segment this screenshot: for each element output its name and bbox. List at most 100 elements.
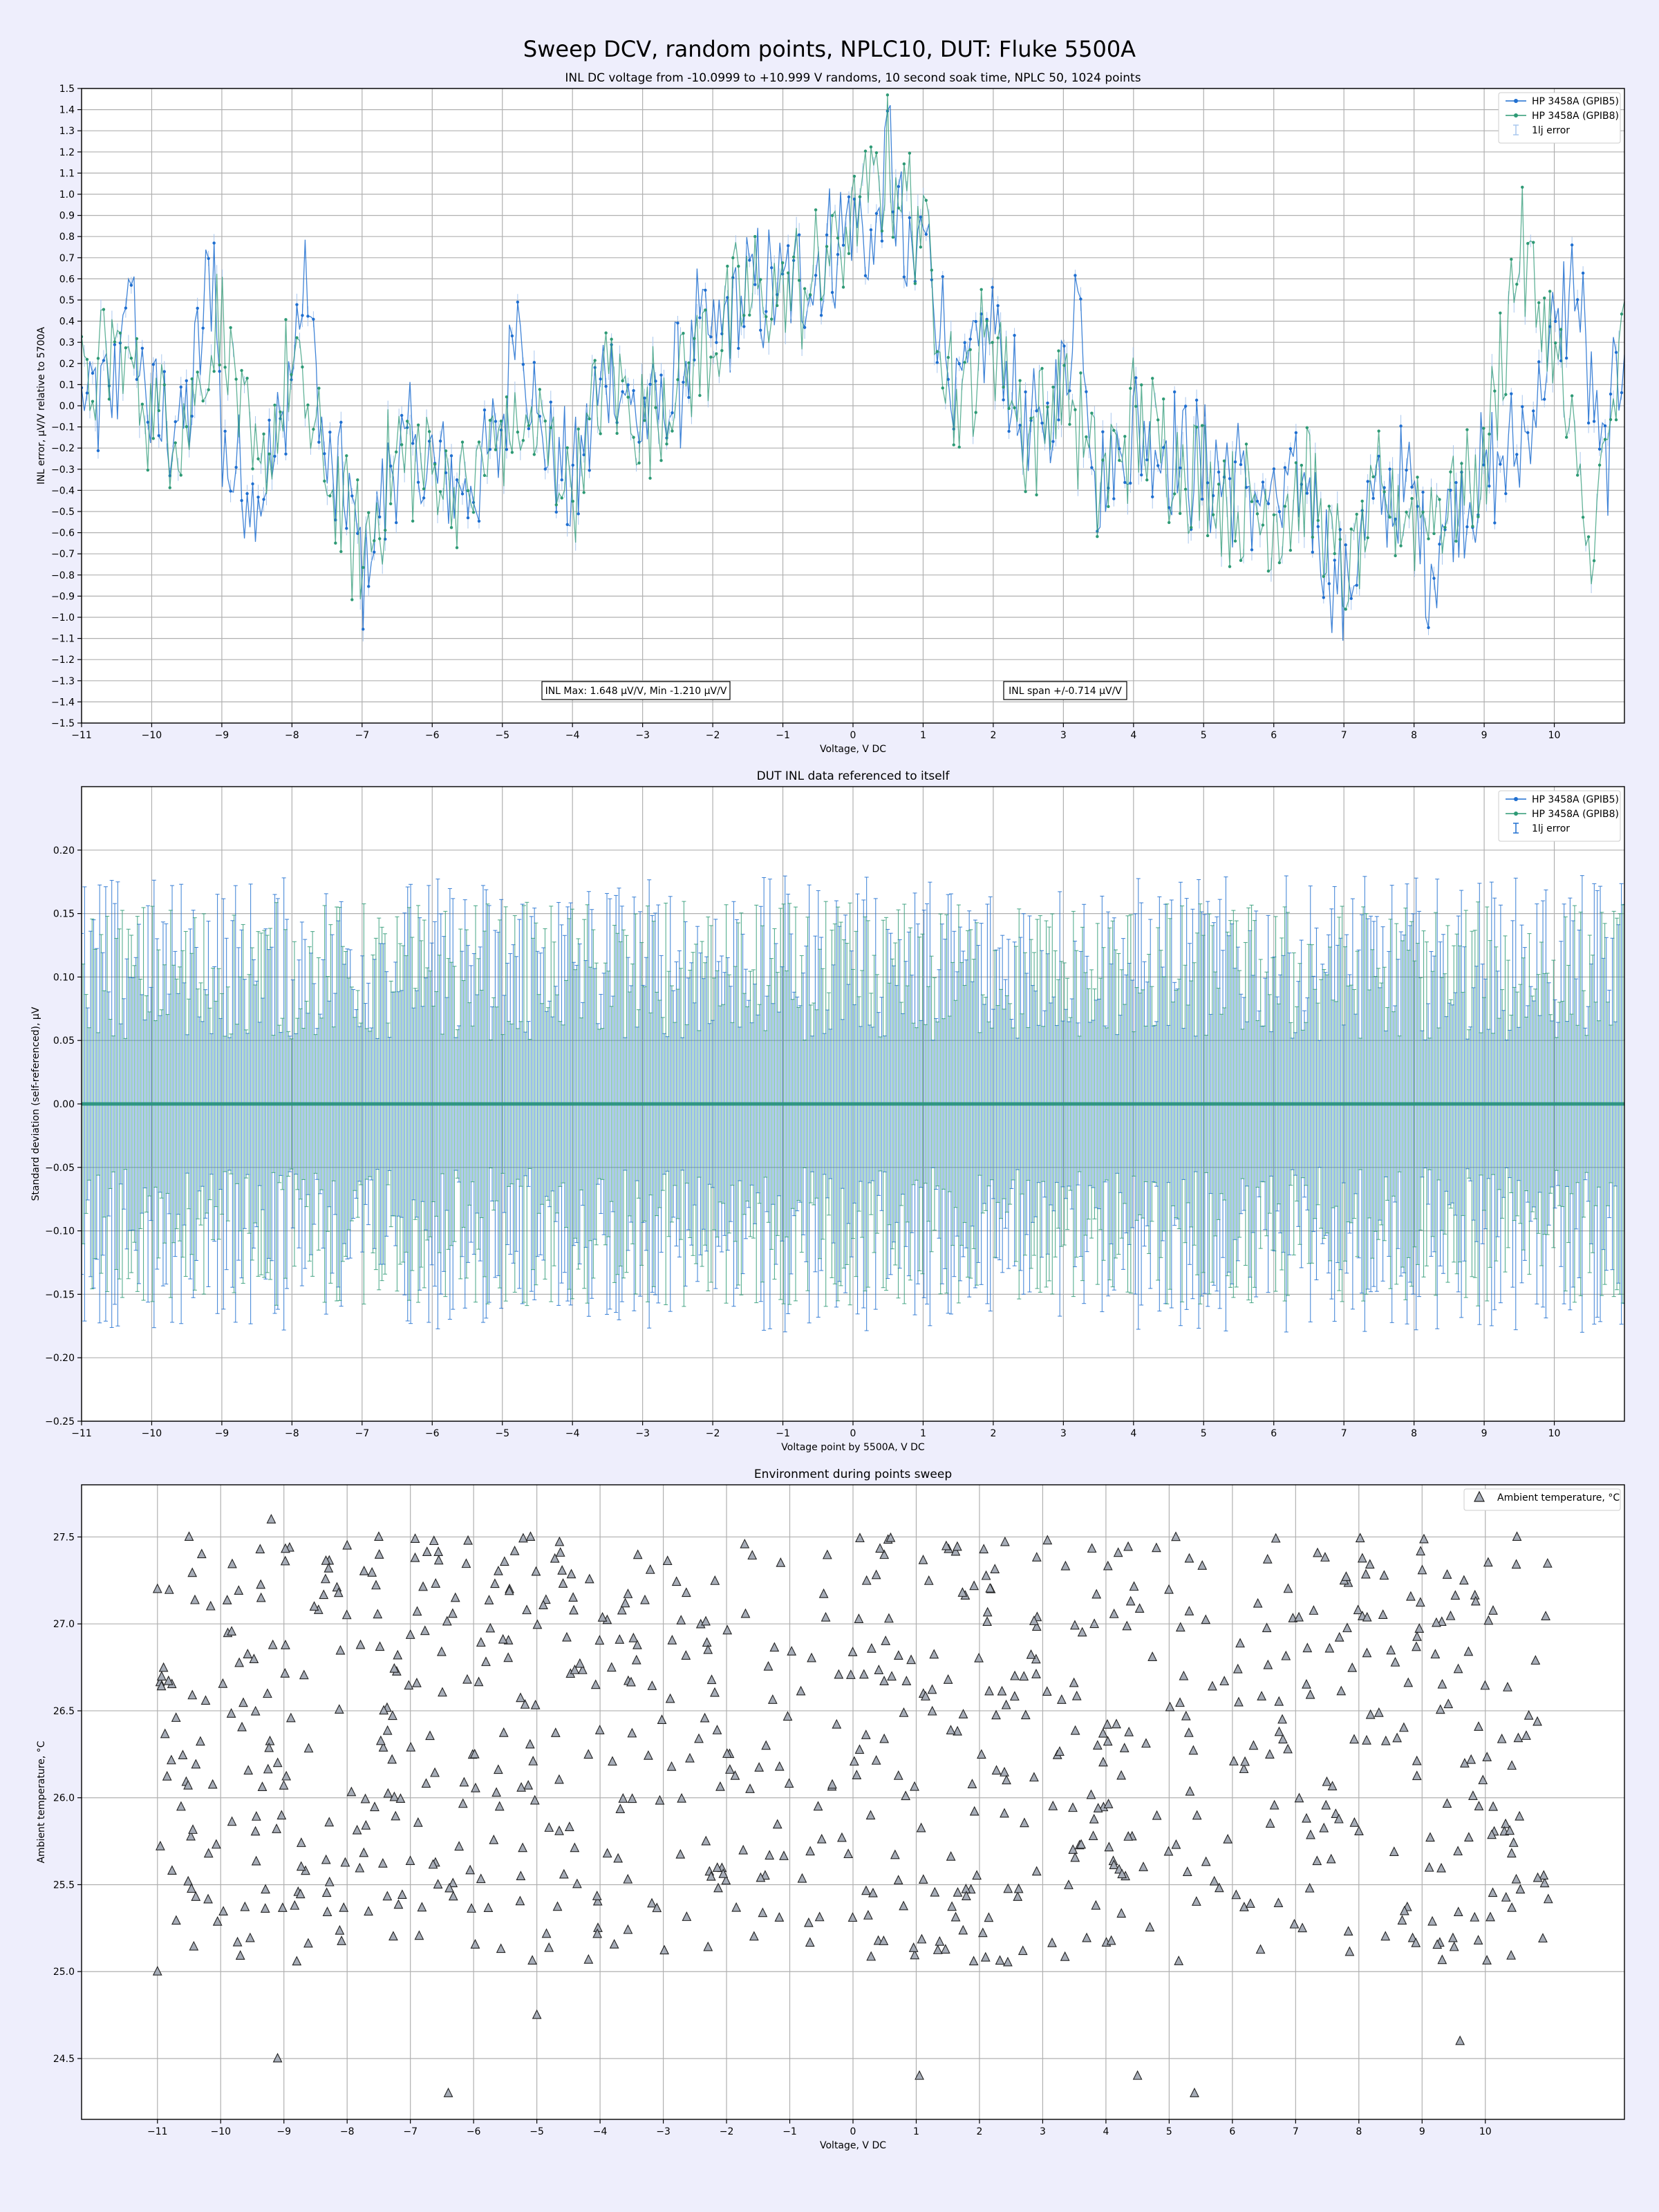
data-point xyxy=(146,420,150,424)
data-point xyxy=(186,1830,196,1841)
data-point xyxy=(1231,1889,1241,1900)
data-point xyxy=(350,494,354,498)
data-point xyxy=(290,1900,300,1910)
x-tick-label: −4 xyxy=(593,2126,608,2137)
data-point xyxy=(899,1707,909,1717)
data-point xyxy=(334,1704,344,1714)
data-point xyxy=(549,426,552,429)
data-point xyxy=(1327,582,1331,585)
plot-content xyxy=(152,1514,1553,2097)
data-point xyxy=(1504,491,1508,496)
data-point xyxy=(324,1817,335,1827)
x-tick-label: 2 xyxy=(990,1428,996,1439)
data-point xyxy=(397,1889,407,1900)
data-point xyxy=(1609,392,1613,396)
data-point xyxy=(1371,496,1375,500)
data-point xyxy=(1007,429,1011,433)
data-point xyxy=(394,450,398,454)
y-tick-label: −0.2 xyxy=(51,443,75,454)
data-point xyxy=(1355,512,1358,516)
x-tick-label: 3 xyxy=(1060,1428,1067,1439)
temperature-points xyxy=(152,1514,1553,2097)
data-point xyxy=(328,431,332,434)
data-point xyxy=(1305,1689,1315,1699)
data-point xyxy=(323,479,326,483)
data-point xyxy=(1510,392,1513,395)
data-point xyxy=(797,279,801,282)
data-point xyxy=(264,1742,274,1752)
data-point xyxy=(1294,461,1298,465)
data-point xyxy=(212,241,216,245)
data-point xyxy=(582,453,585,457)
data-point xyxy=(985,319,988,323)
data-point xyxy=(1421,510,1425,514)
data-point xyxy=(1129,481,1132,485)
x-tick-label: 0 xyxy=(850,2126,856,2137)
data-point xyxy=(1603,438,1607,441)
plot-content xyxy=(82,875,1624,1333)
data-point xyxy=(655,1794,665,1805)
data-point xyxy=(917,1933,927,1944)
data-point xyxy=(910,1949,920,1960)
data-point xyxy=(85,391,89,395)
data-point xyxy=(927,1684,937,1694)
data-point xyxy=(715,352,718,355)
data-point xyxy=(682,332,685,335)
data-point xyxy=(720,348,724,353)
x-tick-label: −7 xyxy=(355,730,369,741)
x-axis-label: Voltage, V DC xyxy=(820,744,886,755)
legend-box xyxy=(1498,790,1621,842)
data-point xyxy=(1201,1856,1211,1866)
data-point xyxy=(156,1671,167,1681)
data-point xyxy=(1581,516,1585,519)
data-point xyxy=(868,1887,878,1897)
data-point xyxy=(776,1557,786,1567)
data-point xyxy=(1537,301,1541,305)
data-point xyxy=(858,195,862,198)
y-tick-label: −0.8 xyxy=(51,570,75,581)
data-point xyxy=(885,93,890,97)
data-point xyxy=(1007,406,1011,411)
data-point xyxy=(1152,1810,1162,1820)
data-point xyxy=(1338,538,1342,541)
data-point xyxy=(1471,525,1474,528)
data-point xyxy=(968,1956,979,1966)
data-point xyxy=(632,435,635,439)
data-point xyxy=(786,244,790,247)
data-point xyxy=(490,1578,500,1588)
data-point xyxy=(588,417,591,421)
data-point xyxy=(196,306,199,310)
data-point xyxy=(162,383,166,386)
data-point xyxy=(1564,435,1568,439)
data-point xyxy=(1278,1734,1288,1744)
data-point xyxy=(577,512,580,516)
data-point xyxy=(296,1837,306,1847)
data-point xyxy=(527,424,531,427)
data-point xyxy=(753,234,757,238)
data-point xyxy=(532,361,536,364)
data-point xyxy=(874,1665,884,1674)
data-point xyxy=(687,361,691,365)
data-point xyxy=(1001,1699,1011,1709)
data-point xyxy=(974,411,977,414)
data-point xyxy=(791,255,796,259)
data-point xyxy=(1046,405,1049,409)
data-point xyxy=(96,449,100,453)
y-tick-label: 1.3 xyxy=(59,126,75,137)
data-point xyxy=(1416,1546,1426,1556)
data-point xyxy=(1453,1906,1463,1917)
data-point xyxy=(687,395,691,400)
data-point xyxy=(1333,1813,1344,1824)
data-point xyxy=(285,1712,296,1723)
data-point xyxy=(339,420,343,424)
data-point xyxy=(967,1779,977,1788)
y-tick-label: 26.0 xyxy=(53,1793,75,1804)
data-point xyxy=(940,1944,950,1954)
data-point xyxy=(312,427,315,431)
data-point xyxy=(897,206,901,210)
data-point xyxy=(1510,257,1513,261)
data-point xyxy=(433,462,437,466)
data-point xyxy=(814,208,818,212)
x-tick-label: 5 xyxy=(1201,730,1207,741)
legend-marker xyxy=(1514,812,1518,816)
